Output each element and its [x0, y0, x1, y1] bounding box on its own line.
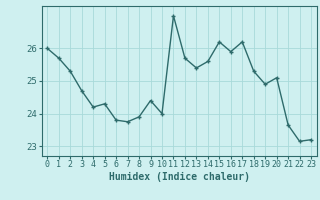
X-axis label: Humidex (Indice chaleur): Humidex (Indice chaleur) [109, 172, 250, 182]
